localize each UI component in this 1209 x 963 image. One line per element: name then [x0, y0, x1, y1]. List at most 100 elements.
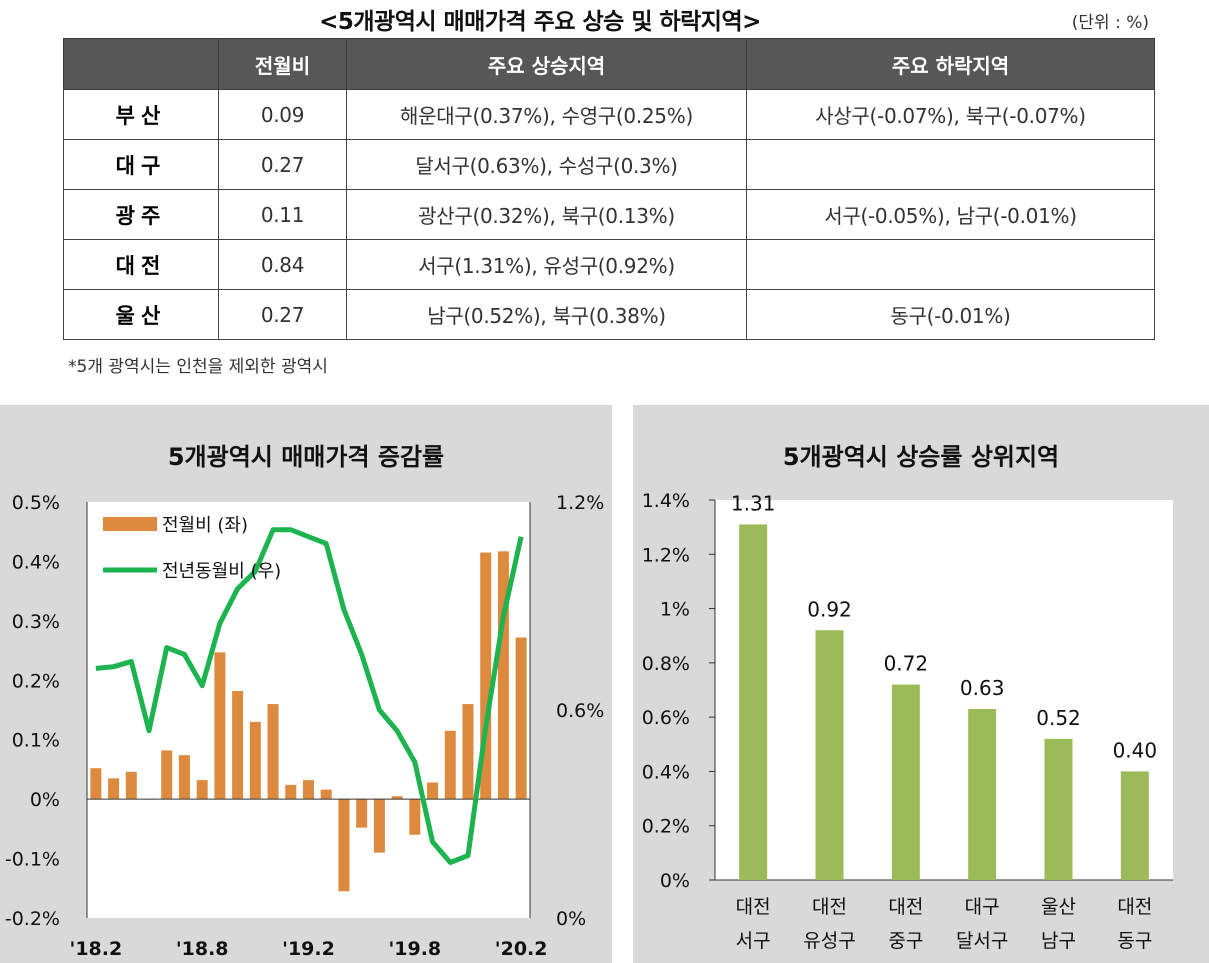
region-bar [968, 709, 997, 880]
monthly-change-bar [267, 704, 279, 800]
mom-cell: 0.84 [218, 239, 347, 290]
y-left-tick-label: 0.5% [12, 492, 60, 514]
y-tick-label: 0% [660, 870, 690, 892]
monthly-change-bar [161, 750, 173, 800]
y-tick-label: 0.4% [642, 761, 690, 783]
monthly-change-bar [444, 730, 456, 800]
x-tick-label: '19.8 [388, 938, 441, 960]
table-row: 대구 0.27 달서구(0.63%), 수성구(0.3%) [63, 139, 1155, 190]
fall-cell: 서구(-0.05%), 남구(-0.01%) [746, 189, 1155, 240]
monthly-change-bar [249, 721, 261, 800]
x-category-label-line1: 대전 [888, 896, 923, 918]
x-category-label-line1: 대전 [1117, 896, 1152, 918]
monthly-change-bar [356, 799, 368, 828]
table-header-cell [63, 38, 219, 90]
bar-data-label: 0.40 [1113, 738, 1158, 762]
y-left-tick-label: 0.4% [12, 551, 60, 573]
region-bar [1120, 771, 1149, 880]
y-left-tick-label: -0.1% [5, 849, 60, 871]
city-cell: 대전 [63, 239, 219, 290]
monthly-change-bar [320, 789, 332, 800]
mom-cell: 0.11 [218, 189, 347, 240]
bar-data-label: 0.72 [884, 652, 929, 676]
mom-cell: 0.27 [218, 139, 347, 190]
city-cell: 대구 [63, 139, 219, 190]
monthly-change-bar [409, 799, 421, 835]
x-category-label-line1: 울산 [1041, 896, 1076, 918]
price-change-chart: 0.5% 0.4% 0.3% 0.2% 0.1% 0% -0.1% -0.2% 1.2% 0.6%… [5, 492, 604, 960]
mom-cell: 0.27 [218, 289, 347, 340]
table-header-cell: 주요 하락지역 [746, 38, 1155, 90]
bar-data-label: 0.63 [960, 676, 1005, 700]
y-tick-label: 0.6% [642, 707, 690, 729]
monthly-change-bar [497, 551, 509, 800]
chart-title: 5개광역시 매매가격 증감률 [167, 443, 445, 471]
yoy-change-line [95, 527, 524, 865]
mom-cell: 0.09 [218, 89, 347, 140]
y-left-tick-label: 0.3% [12, 611, 60, 633]
top-region-chart-panel: 5개광역시 상승률 상위지역 1.4% 1.2% 1% 0.8% 0.6% 0.4% 0.2… [633, 405, 1209, 963]
footnote: *5개 광역시는 인천을 제외한 광역시 [68, 357, 328, 377]
region-price-table: 전월비 주요 상승지역 주요 하락지역 부산 0.09 해운대구(0.37%),… [63, 38, 1155, 340]
x-category-label-line1: 대전 [736, 896, 771, 918]
monthly-change-bar [427, 782, 439, 800]
region-bar [1044, 738, 1073, 880]
y-tick-label: 1.2% [642, 544, 690, 566]
region-bar [739, 524, 768, 880]
city-cell: 울산 [63, 289, 219, 340]
rise-cell: 달서구(0.63%), 수성구(0.3%) [346, 139, 747, 190]
legend-label: 전년동월비 (우) [162, 561, 281, 582]
rise-cell: 광산구(0.32%), 북구(0.13%) [346, 189, 747, 240]
x-category-label-line2: 동구 [1117, 930, 1152, 952]
monthly-change-bar [178, 755, 190, 800]
page-title: <5개광역시 매매가격 주요 상승 및 하락지역> [319, 9, 761, 35]
table-row: 광주 0.11 광산구(0.32%), 북구(0.13%) 서구(-0.05%)… [63, 189, 1155, 240]
monthly-change-bar [303, 780, 314, 800]
y-right-tick-label: 1.2% [556, 492, 604, 514]
y-tick-label: 0.2% [642, 816, 690, 838]
monthly-change-bar [373, 799, 385, 853]
x-category-label-line2: 서구 [736, 930, 771, 952]
x-tick-label: '19.2 [282, 938, 335, 960]
x-category-label-line2: 유성구 [803, 930, 855, 952]
rise-cell: 남구(0.52%), 북구(0.38%) [346, 289, 747, 340]
x-category-label-line2: 남구 [1041, 930, 1076, 952]
unit-label: (단위 : %) [1071, 13, 1149, 33]
table-row: 울산 0.27 남구(0.52%), 북구(0.38%) 동구(-0.01%) [63, 289, 1155, 340]
monthly-change-bar [232, 690, 244, 800]
y-right-tick-label: 0% [556, 908, 586, 930]
legend-label: 전월비 (좌) [162, 515, 248, 536]
monthly-change-bar [391, 796, 403, 800]
monthly-change-bar [462, 704, 474, 800]
table-header-row: 전월비 주요 상승지역 주요 하락지역 [63, 38, 1155, 90]
monthly-change-bar [515, 637, 527, 800]
chart-title: 5개광역시 상승률 상위지역 [782, 443, 1060, 471]
fall-cell [746, 239, 1155, 290]
table-row: 대전 0.84 서구(1.31%), 유성구(0.92%) [63, 239, 1155, 290]
fall-cell: 동구(-0.01%) [746, 289, 1155, 340]
monthly-change-bar [214, 652, 226, 800]
city-cell: 광주 [63, 189, 219, 240]
table-row: 부산 0.09 해운대구(0.37%), 수영구(0.25%) 사상구(-0.0… [63, 89, 1155, 140]
monthly-change-bar [90, 768, 102, 800]
monthly-change-bar [480, 552, 492, 800]
monthly-change-bar [285, 784, 297, 800]
price-change-chart-panel: 5개광역시 매매가격 증감률 0.5% 0.4% 0.3% 0.2% 0.1% 0% -0.… [0, 405, 612, 963]
x-category-label-line1: 대구 [965, 896, 1000, 918]
x-tick-label: '18.8 [176, 938, 229, 960]
bar-data-label: 0.52 [1036, 706, 1081, 730]
y-left-tick-label: 0% [30, 789, 60, 811]
legend-swatch-bar [103, 517, 157, 531]
monthly-change-bar [338, 799, 350, 892]
city-cell: 부산 [63, 89, 219, 140]
y-left-tick-label: -0.2% [5, 908, 60, 930]
y-left-tick-label: 0.2% [12, 670, 60, 692]
monthly-change-bar [196, 780, 208, 800]
y-tick-label: 1% [660, 599, 690, 621]
monthly-change-bar [108, 778, 120, 800]
region-bar [891, 684, 920, 880]
y-tick-label: 0.8% [642, 653, 690, 675]
y-left-tick-label: 0.1% [12, 730, 60, 752]
rise-cell: 서구(1.31%), 유성구(0.92%) [346, 239, 747, 290]
table-header-cell: 주요 상승지역 [346, 38, 747, 90]
